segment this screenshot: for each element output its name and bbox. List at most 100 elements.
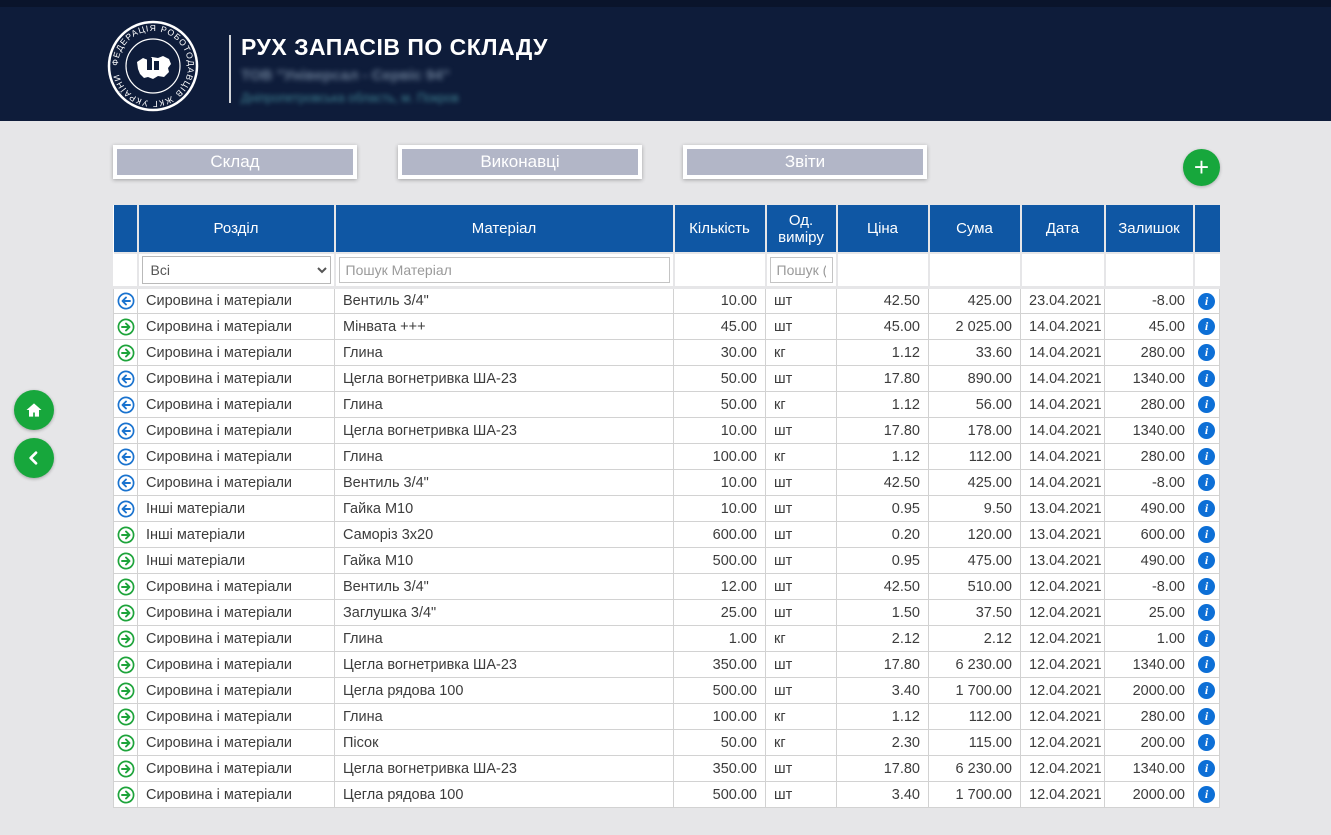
row-quantity: 10.00 — [674, 288, 766, 314]
info-icon[interactable]: i — [1198, 293, 1215, 310]
row-direction-cell[interactable] — [114, 522, 138, 548]
row-sum: 6 230.00 — [929, 756, 1021, 782]
row-direction-cell[interactable] — [114, 470, 138, 496]
row-direction-cell[interactable] — [114, 678, 138, 704]
info-icon[interactable]: i — [1198, 604, 1215, 621]
table-row: Сировина і матеріалиЦегла вогнетривка ША… — [114, 366, 1220, 392]
row-price: 0.95 — [837, 496, 929, 522]
info-icon[interactable]: i — [1198, 734, 1215, 751]
arrow-in-circle-icon[interactable] — [117, 656, 135, 674]
info-icon[interactable]: i — [1198, 552, 1215, 569]
info-icon[interactable]: i — [1198, 708, 1215, 725]
info-icon[interactable]: i — [1198, 578, 1215, 595]
row-price: 1.12 — [837, 340, 929, 366]
row-sum: 425.00 — [929, 470, 1021, 496]
section-filter-select[interactable]: Всі — [142, 256, 331, 284]
arrow-in-circle-icon[interactable] — [117, 708, 135, 726]
federation-logo: ФЕДЕРАЦІЯ РОБОТОДАВЦІВ ЖКГ УКРАЇНИ — [107, 20, 199, 112]
row-direction-cell[interactable] — [114, 444, 138, 470]
table-row: Сировина і матеріалиГлина30.00кг1.1233.6… — [114, 340, 1220, 366]
row-quantity: 500.00 — [674, 548, 766, 574]
info-icon[interactable]: i — [1198, 682, 1215, 699]
table-row: Сировина і матеріалиГлина1.00кг2.122.121… — [114, 626, 1220, 652]
row-direction-cell[interactable] — [114, 392, 138, 418]
info-icon[interactable]: i — [1198, 526, 1215, 543]
organization-location: Дніпропетровська область, м. Покров — [241, 91, 459, 105]
info-icon[interactable]: i — [1198, 786, 1215, 803]
row-sum: 112.00 — [929, 704, 1021, 730]
info-icon[interactable]: i — [1198, 474, 1215, 491]
home-button[interactable] — [14, 390, 54, 430]
arrow-out-circle-icon[interactable] — [117, 396, 135, 414]
arrow-out-circle-icon[interactable] — [117, 370, 135, 388]
row-direction-cell[interactable] — [114, 366, 138, 392]
row-balance: 1340.00 — [1105, 756, 1194, 782]
row-balance: 1340.00 — [1105, 418, 1194, 444]
arrow-out-circle-icon[interactable] — [117, 422, 135, 440]
row-price: 45.00 — [837, 314, 929, 340]
info-icon[interactable]: i — [1198, 344, 1215, 361]
arrow-out-circle-icon[interactable] — [117, 474, 135, 492]
info-icon[interactable]: i — [1198, 760, 1215, 777]
arrow-in-circle-icon[interactable] — [117, 578, 135, 596]
row-direction-cell[interactable] — [114, 782, 138, 808]
info-icon[interactable]: i — [1198, 630, 1215, 647]
arrow-in-circle-icon[interactable] — [117, 630, 135, 648]
material-search-input[interactable] — [339, 257, 670, 283]
row-sum: 115.00 — [929, 730, 1021, 756]
arrow-out-circle-icon[interactable] — [117, 500, 135, 518]
arrow-in-circle-icon[interactable] — [117, 552, 135, 570]
info-icon[interactable]: i — [1198, 370, 1215, 387]
arrow-in-circle-icon[interactable] — [117, 786, 135, 804]
row-direction-cell[interactable] — [114, 600, 138, 626]
col-date: Дата — [1021, 205, 1105, 253]
arrow-in-circle-icon[interactable] — [117, 604, 135, 622]
reports-button[interactable]: Звіти — [683, 145, 927, 179]
row-unit: шт — [766, 496, 837, 522]
row-direction-cell[interactable] — [114, 704, 138, 730]
row-direction-cell[interactable] — [114, 730, 138, 756]
arrow-in-circle-icon[interactable] — [117, 734, 135, 752]
row-direction-cell[interactable] — [114, 756, 138, 782]
row-direction-cell[interactable] — [114, 418, 138, 444]
info-icon[interactable]: i — [1198, 318, 1215, 335]
row-direction-cell[interactable] — [114, 548, 138, 574]
arrow-in-circle-icon[interactable] — [117, 526, 135, 544]
arrow-in-circle-icon[interactable] — [117, 682, 135, 700]
arrow-out-circle-icon[interactable] — [117, 292, 135, 310]
row-unit: шт — [766, 782, 837, 808]
col-price: Ціна — [837, 205, 929, 253]
info-icon[interactable]: i — [1198, 448, 1215, 465]
row-balance: 25.00 — [1105, 600, 1194, 626]
add-record-button[interactable]: + — [1183, 149, 1220, 186]
executors-button[interactable]: Виконавці — [398, 145, 642, 179]
table-row: Сировина і матеріалиГлина100.00кг1.12112… — [114, 444, 1220, 470]
row-direction-cell[interactable] — [114, 652, 138, 678]
row-material: Заглушка 3/4" — [335, 600, 674, 626]
row-unit: шт — [766, 548, 837, 574]
home-icon — [24, 400, 44, 420]
row-direction-cell[interactable] — [114, 574, 138, 600]
unit-search-input[interactable] — [770, 257, 833, 283]
row-direction-cell[interactable] — [114, 496, 138, 522]
arrow-in-circle-icon[interactable] — [117, 344, 135, 362]
row-balance: 280.00 — [1105, 392, 1194, 418]
info-icon[interactable]: i — [1198, 500, 1215, 517]
info-icon[interactable]: i — [1198, 422, 1215, 439]
info-icon[interactable]: i — [1198, 396, 1215, 413]
page-title: РУХ ЗАПАСІВ ПО СКЛАДУ — [241, 34, 548, 61]
arrow-out-circle-icon[interactable] — [117, 448, 135, 466]
row-direction-cell[interactable] — [114, 626, 138, 652]
arrow-in-circle-icon[interactable] — [117, 318, 135, 336]
row-unit: шт — [766, 470, 837, 496]
row-balance: -8.00 — [1105, 574, 1194, 600]
back-button[interactable] — [14, 438, 54, 478]
row-direction-cell[interactable] — [114, 340, 138, 366]
row-balance: 2000.00 — [1105, 782, 1194, 808]
warehouse-button[interactable]: Склад — [113, 145, 357, 179]
row-direction-cell[interactable] — [114, 288, 138, 314]
row-price: 17.80 — [837, 652, 929, 678]
row-direction-cell[interactable] — [114, 314, 138, 340]
info-icon[interactable]: i — [1198, 656, 1215, 673]
arrow-in-circle-icon[interactable] — [117, 760, 135, 778]
